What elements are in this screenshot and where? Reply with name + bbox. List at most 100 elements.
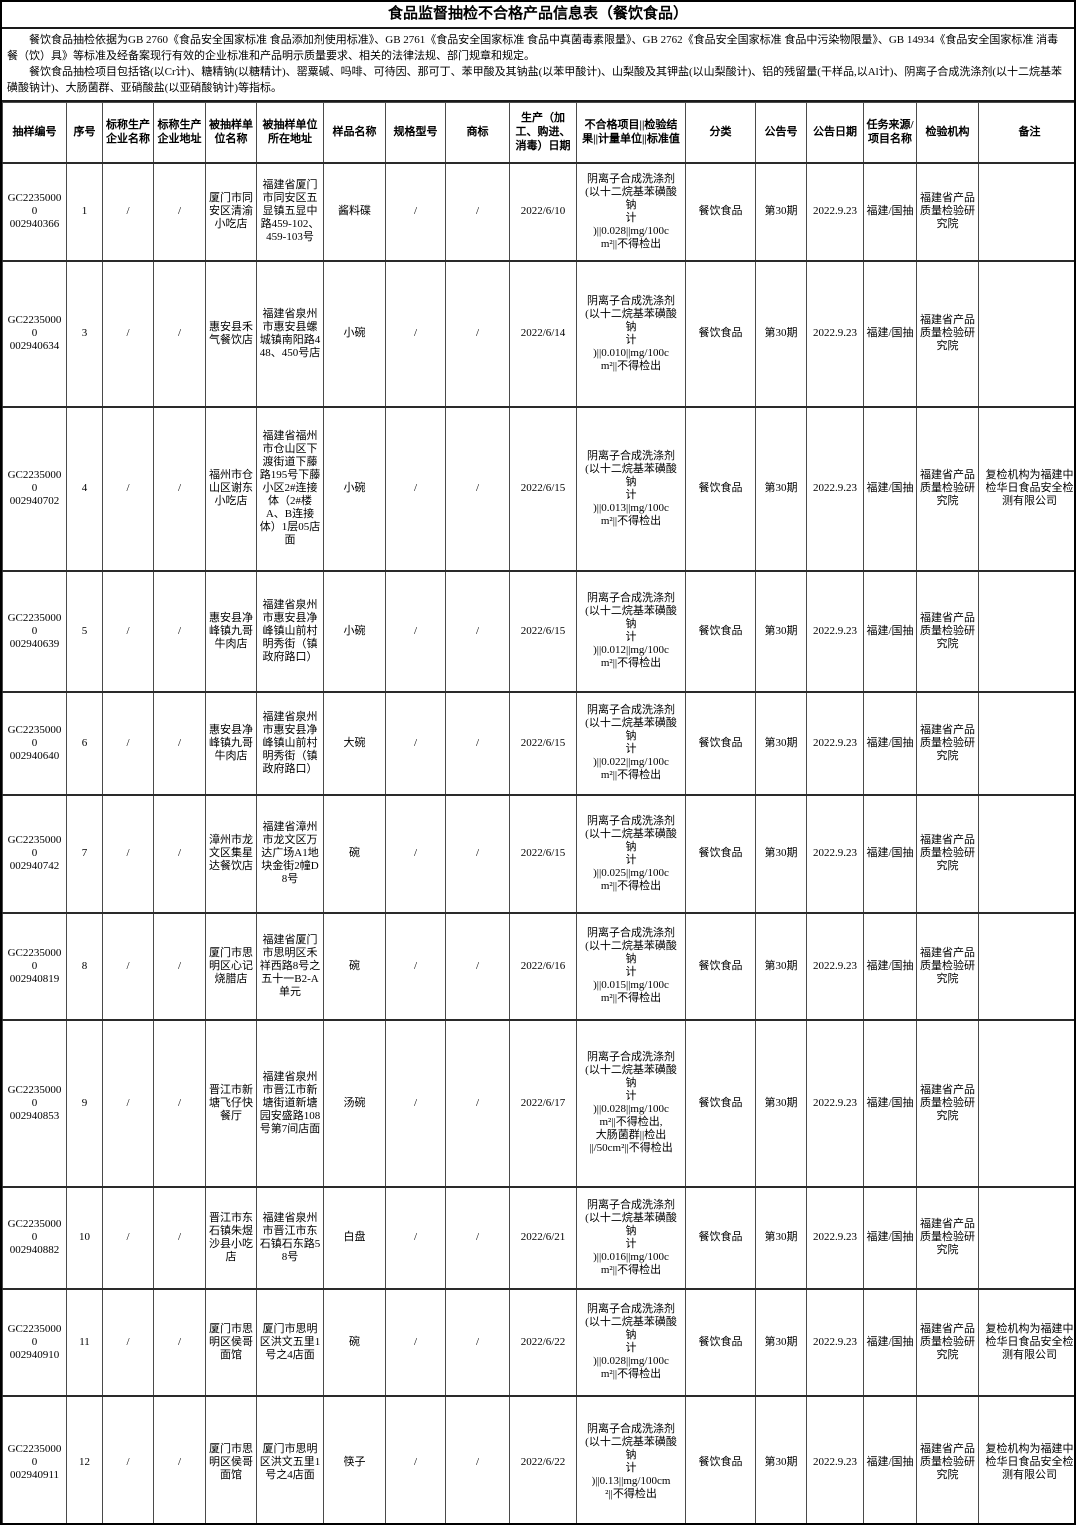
cell-production-date: 2022/6/17 xyxy=(509,1019,577,1187)
cell-sampled-unit-name: 晋江市东石镇朱煜沙县小吃店 xyxy=(205,1186,257,1289)
cell-production-date: 2022/6/10 xyxy=(509,162,577,261)
table-row: GC22350000 002940742 7// 漳州市龙文区集星达餐饮店 福建省漳州… xyxy=(2,794,1074,913)
cell-sampled-unit-name: 厦门市同安区清渝小吃店 xyxy=(205,162,257,261)
col-header-producer-name: 标称生产企业名称 xyxy=(102,102,154,164)
cell-seq-no: 4 xyxy=(66,406,103,571)
cell-notice-date: 2022.9.23 xyxy=(806,691,864,795)
cell-sampled-unit-name: 惠安县净峰镇九哥牛肉店 xyxy=(205,570,257,692)
cell-sample-name: 碗 xyxy=(323,794,386,913)
cell-production-date: 2022/6/15 xyxy=(509,794,577,913)
cell-spec-model: / xyxy=(385,794,446,913)
cell-inspection-agency: 福建省产品质量检验研究院 xyxy=(916,794,979,913)
cell-sampled-unit-address: 福建省福州市仓山区下渡街道下藤路195号下藤小区2#连接体（2#楼A、B连接体）… xyxy=(256,406,324,571)
header-row: 抽样编号 序号 标称生产企业名称 标称生产企业地址 被抽样单位名称 被抽样单位所在地址 样品… xyxy=(2,102,1074,164)
cell-sampled-unit-address: 厦门市思明区洪文五里1号之4店面 xyxy=(256,1395,324,1523)
cell-notice-no: 第30期 xyxy=(755,1395,807,1523)
cell-task-source: 福建/国抽 xyxy=(863,260,917,407)
cell-failed-item-result: 阴离子合成洗涤剂 (以十二烷基苯磺酸 钠 计 )||0.025||mg/100c… xyxy=(576,794,686,913)
table-row: GC22350000 002940702 4// 福州市仓山区谢东小吃店 福建省福州市… xyxy=(2,406,1074,571)
cell-spec-model: / xyxy=(385,1186,446,1289)
cell-producer-address: / xyxy=(153,1019,206,1187)
cell-notice-no: 第30期 xyxy=(755,406,807,571)
cell-remarks xyxy=(978,794,1074,913)
cell-notice-date: 2022.9.23 xyxy=(806,260,864,407)
cell-notice-date: 2022.9.23 xyxy=(806,570,864,692)
cell-producer-address: / xyxy=(153,260,206,407)
col-header-notice-no: 公告号 xyxy=(755,102,807,164)
table-row: GC22350000 002940882 10// 晋江市东石镇朱煜沙县小吃店 福建省… xyxy=(2,1186,1074,1289)
cell-category: 餐饮食品 xyxy=(685,1186,756,1289)
cell-sampled-unit-address: 福建省厦门市思明区禾祥西路8号之五十一B2-A单元 xyxy=(256,912,324,1020)
cell-remarks xyxy=(978,162,1074,261)
cell-sampled-unit-address: 福建省漳州市龙文区万达广场A1地块金街2幢D8号 xyxy=(256,794,324,913)
cell-sampled-unit-name: 厦门市思明区侯哥面馆 xyxy=(205,1395,257,1523)
cell-spec-model: / xyxy=(385,1019,446,1187)
cell-sampled-unit-address: 福建省泉州市晋江市东石镇石东路58号 xyxy=(256,1186,324,1289)
table-row: GC22350000 002940639 5// 惠安县净峰镇九哥牛肉店 福建省泉州市… xyxy=(2,570,1074,692)
cell-production-date: 2022/6/15 xyxy=(509,570,577,692)
cell-producer-address: / xyxy=(153,1288,206,1396)
cell-production-date: 2022/6/22 xyxy=(509,1288,577,1396)
cell-seq-no: 1 xyxy=(66,162,103,261)
col-header-sampled-unit-name: 被抽样单位名称 xyxy=(205,102,257,164)
cell-producer-address: / xyxy=(153,570,206,692)
cell-sample-no: GC22350000 002940639 xyxy=(2,570,67,692)
cell-category: 餐饮食品 xyxy=(685,260,756,407)
cell-failed-item-result: 阴离子合成洗涤剂 (以十二烷基苯磺酸 钠 计 )||0.028||mg/100c… xyxy=(576,162,686,261)
cell-sampled-unit-name: 漳州市龙文区集星达餐饮店 xyxy=(205,794,257,913)
cell-remarks xyxy=(978,570,1074,692)
intro-paragraph-standards: 餐饮食品抽检依据为GB 2760《食品安全国家标准 食品添加剂使用标准》、GB … xyxy=(7,34,1059,62)
col-header-sampled-unit-address: 被抽样单位所在地址 xyxy=(256,102,324,164)
cell-trademark: / xyxy=(445,570,510,692)
table-header: 抽样编号 序号 标称生产企业名称 标称生产企业地址 被抽样单位名称 被抽样单位所在地址 样品… xyxy=(2,102,1074,164)
cell-inspection-agency: 福建省产品质量检验研究院 xyxy=(916,570,979,692)
cell-sample-name: 大碗 xyxy=(323,691,386,795)
cell-producer-address: / xyxy=(153,794,206,913)
cell-producer-name: / xyxy=(102,1395,154,1523)
cell-notice-no: 第30期 xyxy=(755,794,807,913)
cell-producer-name: / xyxy=(102,1019,154,1187)
table-row: GC22350000 002940640 6// 惠安县净峰镇九哥牛肉店 福建省泉州市… xyxy=(2,691,1074,795)
table-body: GC22350000 002940366 1// 厦门市同安区清渝小吃店 福建省厦门市… xyxy=(2,162,1074,1523)
cell-trademark: / xyxy=(445,1186,510,1289)
cell-sample-no: GC22350000 002940634 xyxy=(2,260,67,407)
cell-notice-date: 2022.9.23 xyxy=(806,912,864,1020)
cell-inspection-agency: 福建省产品质量检验研究院 xyxy=(916,912,979,1020)
col-header-producer-address: 标称生产企业地址 xyxy=(153,102,206,164)
cell-sample-no: GC22350000 002940910 xyxy=(2,1288,67,1396)
cell-sample-no: GC22350000 002940366 xyxy=(2,162,67,261)
cell-task-source: 福建/国抽 xyxy=(863,691,917,795)
cell-spec-model: / xyxy=(385,691,446,795)
cell-remarks: 复检机构为福建中检华日食品安全检测有限公司 xyxy=(978,406,1074,571)
cell-notice-no: 第30期 xyxy=(755,912,807,1020)
cell-producer-address: / xyxy=(153,1186,206,1289)
cell-producer-name: / xyxy=(102,691,154,795)
page-title: 食品监督抽检不合格产品信息表（餐饮食品） xyxy=(2,2,1074,29)
intro-text: 餐饮食品抽检依据为GB 2760《食品安全国家标准 食品添加剂使用标准》、GB … xyxy=(2,29,1074,102)
cell-failed-item-result: 阴离子合成洗涤剂 (以十二烷基苯磺酸 钠 计 )||0.022||mg/100c… xyxy=(576,691,686,795)
cell-failed-item-result: 阴离子合成洗涤剂 (以十二烷基苯磺酸 钠 计 )||0.028||mg/100c… xyxy=(576,1019,686,1187)
cell-sampled-unit-name: 惠安县净峰镇九哥牛肉店 xyxy=(205,691,257,795)
cell-sampled-unit-name: 厦门市思明区侯哥面馆 xyxy=(205,1288,257,1396)
cell-sample-no: GC22350000 002940819 xyxy=(2,912,67,1020)
cell-trademark: / xyxy=(445,1019,510,1187)
cell-task-source: 福建/国抽 xyxy=(863,794,917,913)
cell-notice-date: 2022.9.23 xyxy=(806,794,864,913)
cell-inspection-agency: 福建省产品质量检验研究院 xyxy=(916,406,979,571)
col-header-trademark: 商标 xyxy=(445,102,510,164)
cell-production-date: 2022/6/15 xyxy=(509,691,577,795)
cell-category: 餐饮食品 xyxy=(685,691,756,795)
cell-producer-address: / xyxy=(153,162,206,261)
cell-notice-no: 第30期 xyxy=(755,1288,807,1396)
cell-sample-name: 碗 xyxy=(323,1288,386,1396)
cell-spec-model: / xyxy=(385,570,446,692)
col-header-failed-item-result: 不合格项目||检验结果||计量单位||标准值 xyxy=(576,102,686,164)
col-header-spec-model: 规格型号 xyxy=(385,102,446,164)
cell-failed-item-result: 阴离子合成洗涤剂 (以十二烷基苯磺酸 钠 计 )||0.013||mg/100c… xyxy=(576,406,686,571)
cell-sample-name: 酱料碟 xyxy=(323,162,386,261)
cell-category: 餐饮食品 xyxy=(685,1019,756,1187)
cell-sampled-unit-name: 晋江市新塘飞仔快餐厅 xyxy=(205,1019,257,1187)
cell-notice-date: 2022.9.23 xyxy=(806,162,864,261)
cell-sample-no: GC22350000 002940853 xyxy=(2,1019,67,1187)
